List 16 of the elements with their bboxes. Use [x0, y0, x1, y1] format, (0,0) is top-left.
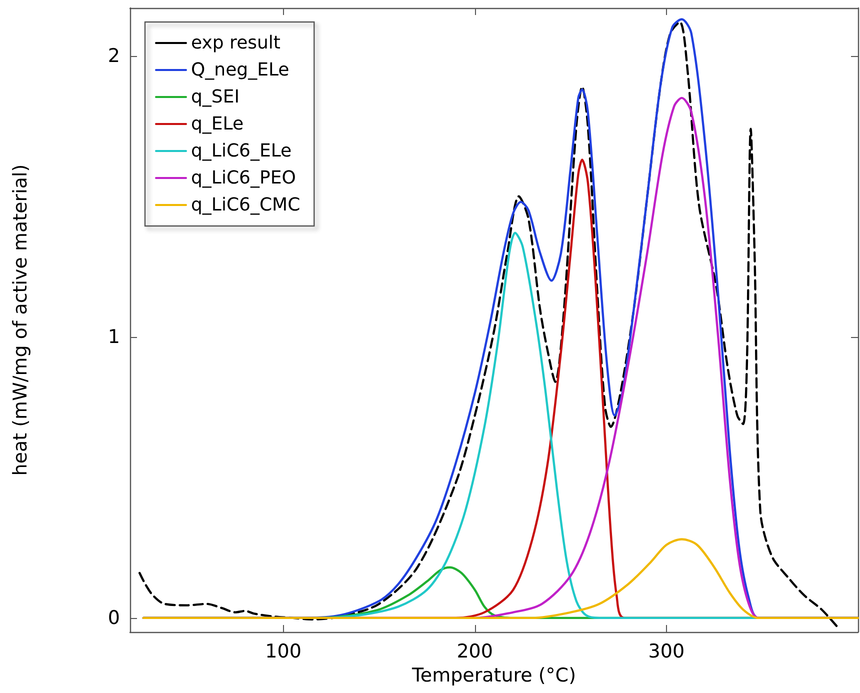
y-tick-label: 0 [108, 606, 120, 629]
x-axis-title: Temperature (°C) [411, 664, 576, 686]
line-series [142, 538, 860, 620]
legend-label: q_SEI [191, 86, 240, 108]
y-axis-title: heat (mW/mg of active material) [10, 164, 32, 476]
y-tick-label: 1 [108, 326, 120, 348]
y-tick-label: 2 [108, 44, 120, 67]
x-tick-label: 200 [456, 640, 493, 662]
legend-label: exp result [191, 32, 280, 54]
x-tick-label: 100 [265, 640, 302, 662]
legend-label: q_LiC6_ELe [191, 140, 292, 162]
legend-label: q_LiC6_PEO [191, 168, 296, 188]
legend-label: Q_neg_ELe [191, 60, 290, 80]
x-tick-label: 300 [648, 640, 685, 662]
legend-label: q_ELe [191, 114, 244, 134]
legend-label: q_LiC6_CMC [191, 194, 300, 216]
